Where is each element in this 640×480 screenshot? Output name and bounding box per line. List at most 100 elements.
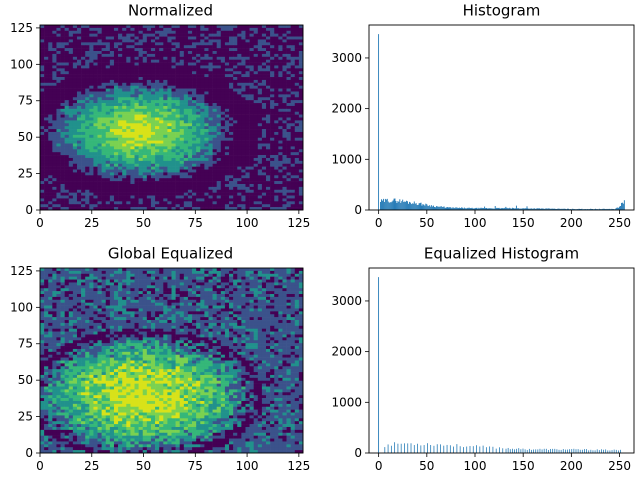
heatmap-cell	[233, 288, 238, 292]
heatmap-cell	[109, 120, 115, 124]
heatmap-cell	[118, 134, 123, 139]
heatmap-cell	[196, 270, 201, 275]
heatmap-cell	[290, 273, 296, 277]
heatmap-cell	[270, 207, 275, 211]
heatmap-cell	[224, 181, 230, 185]
heatmap-cell	[113, 91, 119, 95]
heatmap-cell	[274, 30, 279, 34]
heatmap-cell	[150, 285, 156, 289]
heatmap-cell	[85, 201, 90, 205]
heatmap-cell	[192, 51, 197, 55]
heatmap-cell	[278, 131, 283, 136]
heatmap-cell	[155, 273, 160, 277]
heatmap-cell	[76, 186, 82, 191]
heatmap-cell	[44, 198, 49, 202]
heatmap-cell	[282, 111, 287, 115]
histogram-bar	[505, 206, 507, 210]
heatmap-cell	[52, 74, 57, 78]
heatmap-cell	[237, 71, 242, 75]
heatmap-cell	[40, 288, 45, 292]
heatmap-cell	[200, 189, 205, 193]
heatmap-cell	[266, 192, 271, 196]
heatmap-cell	[89, 42, 94, 46]
heatmap-cell	[146, 282, 152, 286]
heatmap-cell	[109, 77, 115, 81]
heatmap-cell	[179, 270, 185, 275]
heatmap-cell	[44, 45, 49, 49]
heatmap-cell	[175, 27, 181, 32]
heatmap-cell	[163, 175, 168, 179]
heatmap-cell	[44, 181, 49, 185]
heatmap-cell	[245, 53, 250, 58]
heatmap-cell	[97, 25, 102, 29]
heatmap-cell	[278, 137, 283, 141]
heatmap-cell	[270, 285, 275, 289]
heatmap-cell	[204, 163, 209, 167]
heatmap-cell	[81, 137, 86, 141]
heatmap-cell	[97, 195, 102, 199]
heatmap-cell	[274, 129, 279, 133]
heatmap-cell	[298, 143, 304, 147]
heatmap-cell	[85, 45, 90, 49]
heatmap-cell	[171, 288, 176, 292]
heatmap-cell	[64, 30, 70, 34]
heatmap-cell	[44, 105, 49, 110]
heatmap-cell	[204, 56, 209, 60]
heatmap-cell	[216, 27, 222, 32]
heatmap-cell	[220, 207, 226, 211]
heatmap-cell	[266, 282, 271, 286]
heatmap-cell	[245, 105, 250, 110]
histogram-bar	[522, 208, 524, 210]
heatmap-cell	[85, 51, 90, 55]
heatmap-cell	[101, 146, 107, 150]
heatmap-cell	[150, 270, 156, 275]
heatmap-cell	[101, 42, 107, 46]
heatmap-cell	[171, 103, 176, 107]
heatmap-cell	[179, 94, 185, 98]
heatmap-cell	[138, 207, 144, 211]
heatmap-cell	[142, 33, 148, 37]
heatmap-cell	[56, 82, 61, 87]
heatmap-cell	[224, 204, 230, 208]
heatmap-cell	[233, 62, 238, 66]
heatmap-cell	[220, 152, 226, 156]
heatmap-cell	[196, 48, 201, 52]
heatmap-cell	[183, 140, 189, 144]
heatmap-cell	[208, 198, 213, 202]
heatmap-cell	[282, 82, 287, 87]
heatmap-cell	[183, 65, 189, 69]
heatmap-cell	[249, 183, 254, 188]
heatmap-cell	[270, 30, 275, 34]
heatmap-cell	[68, 94, 74, 98]
heatmap-cell	[109, 137, 115, 141]
heatmap-cell	[118, 111, 123, 115]
heatmap-cell	[93, 198, 98, 202]
heatmap-cell	[60, 192, 65, 196]
heatmap-cell	[171, 94, 176, 98]
heatmap-cell	[113, 282, 119, 286]
heatmap-cell	[200, 270, 205, 275]
heatmap-cell	[286, 51, 291, 55]
heatmap-cell	[101, 166, 107, 170]
heatmap-cell	[56, 285, 61, 289]
heatmap-cell	[270, 91, 275, 95]
heatmap-cell	[179, 146, 185, 150]
heatmap-cell	[261, 172, 267, 176]
heatmap-cell	[76, 56, 82, 60]
heatmap-cell	[56, 108, 61, 113]
heatmap-cell	[48, 157, 53, 162]
heatmap-cell	[167, 25, 172, 29]
heatmap-cell	[196, 140, 201, 144]
heatmap-cell	[257, 195, 263, 199]
heatmap-cell	[130, 134, 135, 139]
heatmap-cell	[187, 36, 193, 40]
heatmap-cell	[101, 268, 107, 272]
heatmap-cell	[85, 204, 90, 208]
heatmap-cell	[146, 270, 152, 275]
heatmap-cell	[171, 27, 176, 32]
heatmap-cell	[97, 279, 102, 283]
heatmap-cell	[68, 108, 74, 113]
heatmap-cell	[126, 192, 131, 196]
heatmap-cell	[163, 169, 168, 173]
heatmap-cell	[155, 291, 160, 295]
